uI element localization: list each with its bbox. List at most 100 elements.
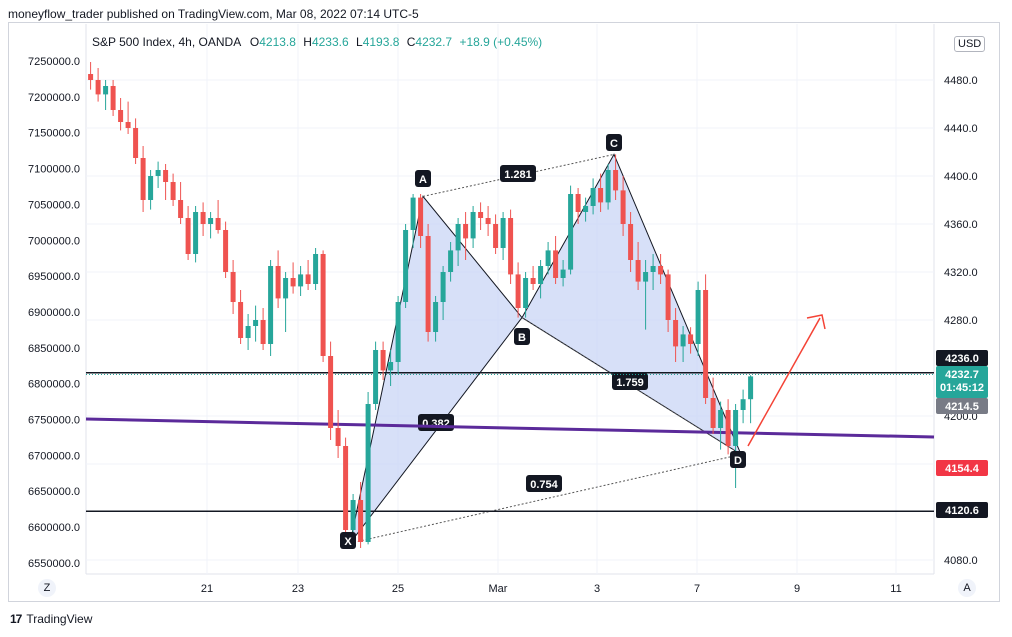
candle: [395, 296, 401, 374]
candle-body: [470, 212, 476, 239]
tag-support-text: 4120.6: [945, 505, 979, 517]
candle: [695, 281, 701, 356]
candle: [718, 401, 724, 450]
x-tick-label: 3: [594, 583, 600, 595]
candle: [733, 404, 739, 488]
candle-body: [148, 176, 154, 200]
candle-body: [695, 290, 701, 344]
candle-body: [493, 224, 499, 248]
left-tick-label: 6850000.0: [28, 343, 80, 355]
publish-header: moneyflow_trader published on TradingVie…: [8, 7, 419, 21]
candle-body: [245, 326, 251, 338]
tag-resistance-text: 4236.0: [945, 353, 979, 365]
candle-body: [395, 302, 401, 362]
left-tick-label: 7200000.0: [28, 92, 80, 104]
grid: [85, 24, 935, 575]
candle-body: [568, 194, 574, 270]
currency-button[interactable]: USD: [954, 36, 986, 52]
candle-body: [425, 236, 431, 332]
candle: [620, 176, 626, 236]
candle: [170, 173, 176, 206]
candle-body: [433, 302, 439, 332]
candle-body: [710, 398, 716, 428]
auto-scale-button[interactable]: A: [958, 579, 976, 597]
candle-body: [553, 250, 559, 278]
left-tick-label: 7100000.0: [28, 164, 80, 176]
candle-body: [313, 254, 319, 284]
candle: [523, 272, 529, 318]
candle-body: [560, 269, 566, 278]
candle-body: [485, 218, 491, 224]
trend-line: [85, 417, 935, 439]
candle: [163, 164, 169, 200]
candle-body: [343, 446, 349, 530]
pattern-point-bg: [340, 532, 356, 549]
candle: [178, 182, 184, 224]
candle: [463, 212, 469, 260]
candle: [583, 197, 589, 222]
legend-open-label: O: [249, 35, 260, 49]
legend-low: 4193.8: [362, 35, 400, 49]
candle: [425, 224, 431, 342]
right-tick-label: 4360.0: [944, 219, 978, 231]
candle-body: [253, 320, 259, 326]
candle-body: [478, 212, 484, 218]
tag-prev: 4214.5: [936, 398, 988, 414]
candle-body: [515, 274, 521, 308]
left-tick-label: 7000000.0: [28, 235, 80, 247]
candle: [118, 98, 124, 131]
ratio-label-bg: [500, 165, 536, 182]
right-tick-label: 4080.0: [944, 555, 978, 567]
candle-body: [178, 200, 184, 218]
x-tick-label: Mar: [489, 583, 508, 595]
candle: [598, 173, 604, 212]
candle: [433, 296, 439, 342]
candle-body: [725, 410, 731, 446]
ratio-label: 0.382: [422, 418, 450, 430]
candle: [140, 146, 146, 212]
candle-body: [598, 188, 604, 203]
candle-body: [103, 86, 109, 95]
candle-body: [328, 356, 334, 428]
zoom-toggle-button[interactable]: Z: [38, 579, 56, 597]
right-tick-label: 4400.0: [944, 171, 978, 183]
candle-body: [290, 278, 296, 287]
tag-resistance-bg: [936, 350, 988, 366]
candle-body: [170, 182, 176, 200]
pattern-point-label: B: [518, 332, 526, 344]
x-tick-label: 25: [392, 583, 404, 595]
candle: [515, 262, 521, 318]
right-tick-label: 4280.0: [944, 315, 978, 327]
candle-body: [748, 376, 754, 400]
candle: [740, 389, 746, 424]
legend-change: +18.9 (+0.45%): [459, 35, 543, 49]
candle-body: [665, 274, 671, 320]
left-tick-label: 7150000.0: [28, 128, 80, 140]
candle: [560, 260, 566, 287]
candle-body: [380, 350, 386, 371]
x-tick-label: 7: [694, 583, 700, 595]
candle: [260, 308, 266, 350]
candle-body: [463, 224, 469, 239]
candle-body: [635, 260, 641, 282]
right-tick-label: 4440.0: [944, 123, 978, 135]
candle: [410, 194, 416, 248]
candlesticks: [88, 62, 754, 548]
candle: [268, 260, 274, 356]
left-tick-label: 6750000.0: [28, 415, 80, 427]
candle: [200, 202, 206, 236]
candle-body: [110, 86, 116, 110]
candle-body: [238, 302, 244, 338]
left-tick-label: 6800000.0: [28, 379, 80, 391]
candle: [628, 212, 634, 272]
candle: [103, 80, 109, 110]
candle-body: [373, 350, 379, 404]
legend-high: 4233.6: [311, 35, 349, 49]
pattern-point-bg: [514, 328, 530, 345]
candle: [545, 242, 551, 275]
candle-body: [260, 320, 266, 344]
candle: [388, 350, 394, 386]
candle: [185, 206, 191, 260]
candle: [575, 188, 581, 224]
